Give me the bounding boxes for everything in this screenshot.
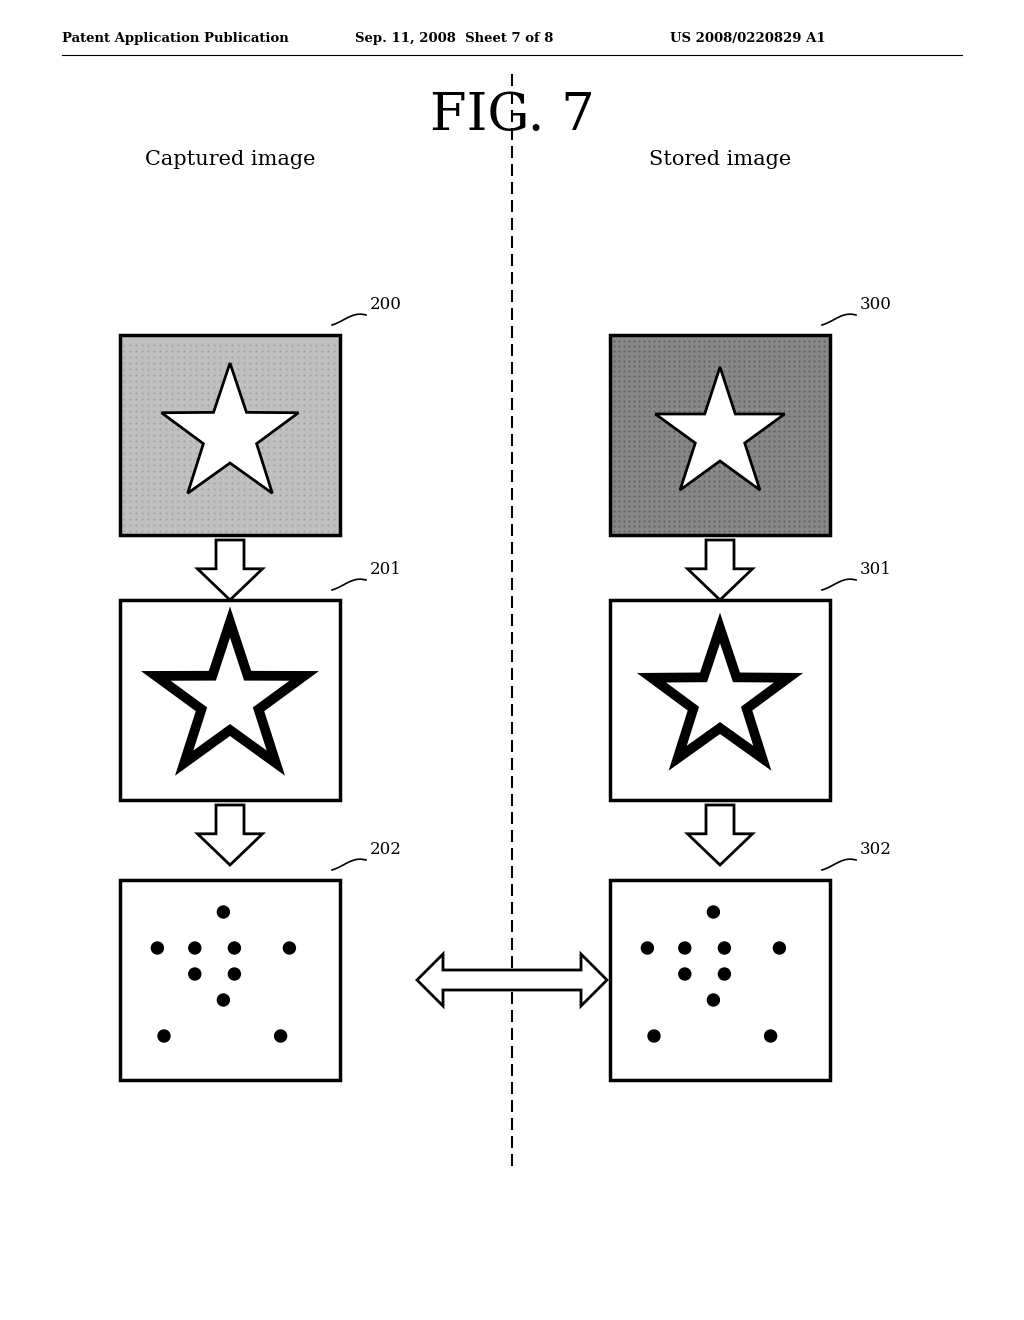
Circle shape [708,994,720,1006]
Polygon shape [687,805,753,865]
Circle shape [158,1030,170,1041]
Circle shape [217,906,229,917]
Text: Patent Application Publication: Patent Application Publication [62,32,289,45]
Text: 301: 301 [860,561,892,578]
Circle shape [228,968,241,979]
Polygon shape [162,363,298,494]
Circle shape [679,968,691,979]
Circle shape [228,942,241,954]
Polygon shape [655,367,784,490]
Circle shape [217,994,229,1006]
Polygon shape [417,954,607,1006]
Bar [610,335,830,535]
Polygon shape [687,540,753,601]
Polygon shape [198,805,262,865]
Circle shape [765,1030,776,1041]
Text: 201: 201 [370,561,401,578]
Polygon shape [651,628,788,758]
Text: 300: 300 [860,296,892,313]
Bar [120,880,340,1080]
Text: Sep. 11, 2008  Sheet 7 of 8: Sep. 11, 2008 Sheet 7 of 8 [355,32,553,45]
Circle shape [648,1030,660,1041]
Bar [120,601,340,800]
Text: Captured image: Captured image [144,150,315,169]
Text: FIG. 7: FIG. 7 [430,90,594,141]
Circle shape [274,1030,287,1041]
Circle shape [152,942,164,954]
Circle shape [719,968,730,979]
Circle shape [641,942,653,954]
Circle shape [708,906,720,917]
Text: Stored image: Stored image [649,150,792,169]
Text: 202: 202 [370,841,401,858]
Bar [610,880,830,1080]
Circle shape [188,968,201,979]
Text: 302: 302 [860,841,892,858]
Circle shape [719,942,730,954]
Polygon shape [198,540,262,601]
Text: US 2008/0220829 A1: US 2008/0220829 A1 [670,32,825,45]
Circle shape [773,942,785,954]
Circle shape [188,942,201,954]
Bar [120,335,340,535]
Circle shape [284,942,295,954]
Text: 200: 200 [370,296,401,313]
Polygon shape [156,622,304,763]
Bar [610,601,830,800]
Circle shape [679,942,691,954]
